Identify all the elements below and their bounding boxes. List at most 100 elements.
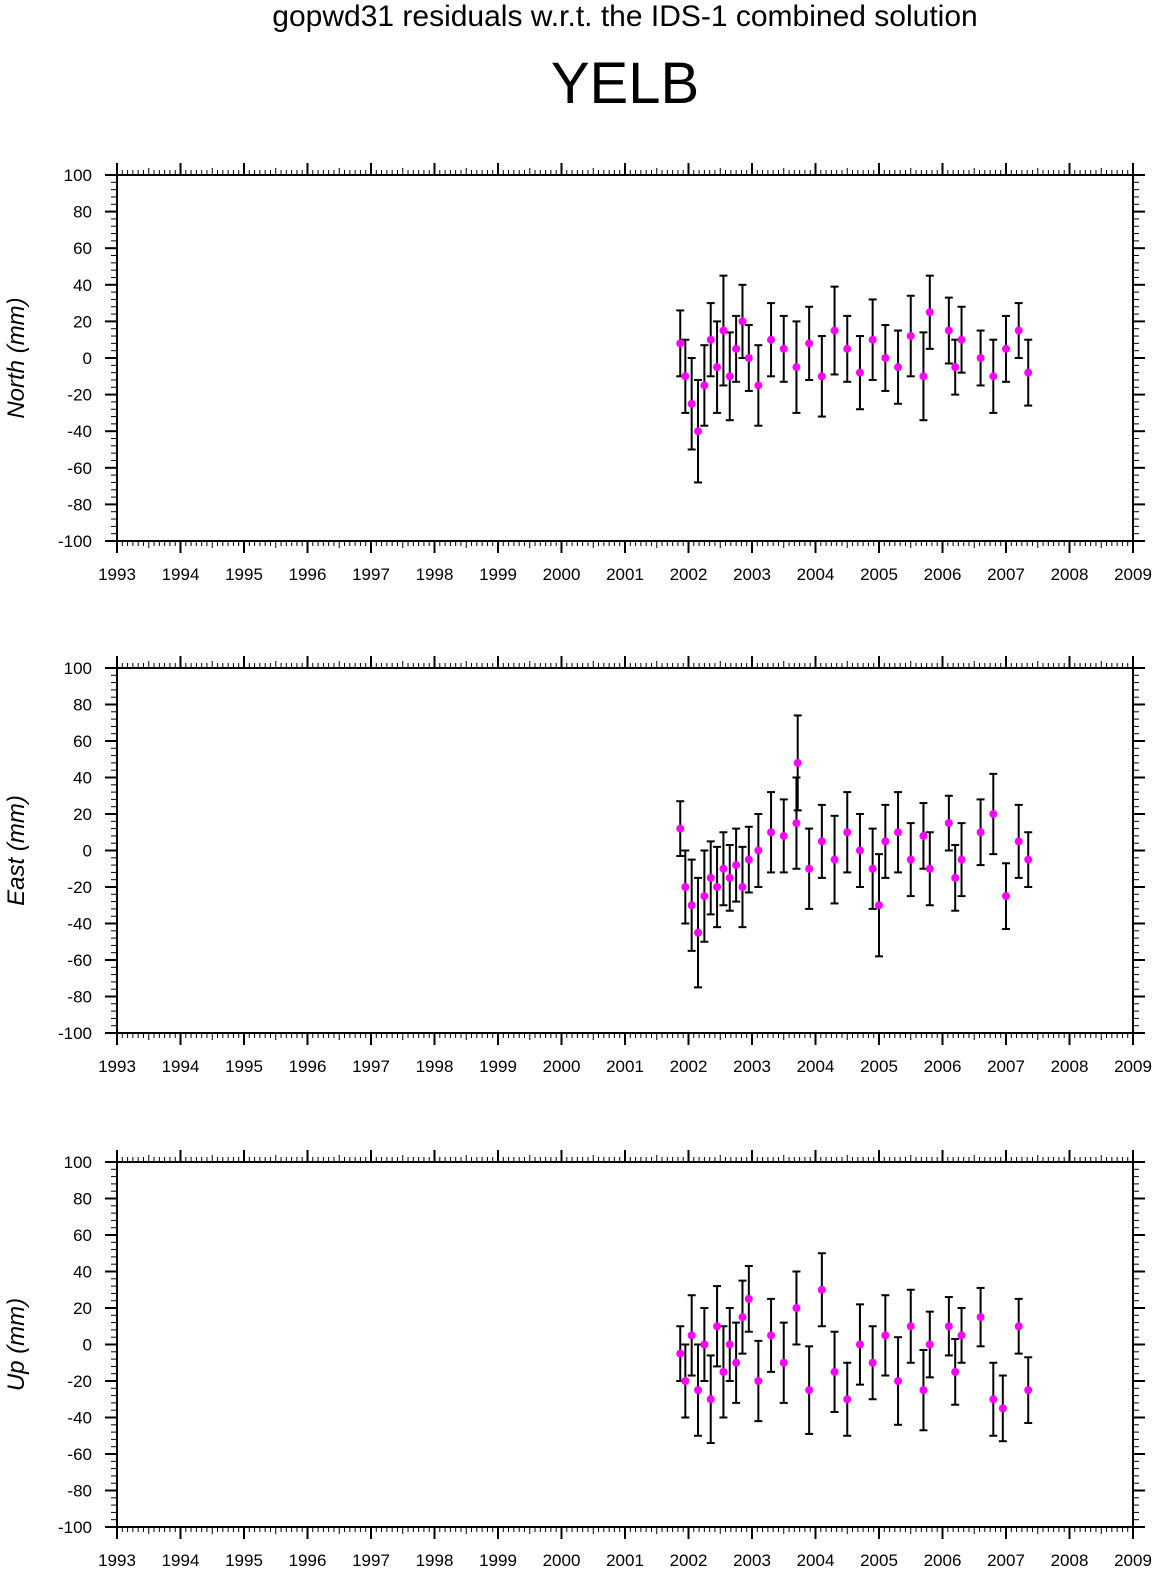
data-series-0 xyxy=(676,1252,1033,1445)
y-tick-label: -80 xyxy=(67,495,92,514)
data-point xyxy=(719,1367,728,1376)
x-tick-label: 1999 xyxy=(479,1551,517,1570)
data-point xyxy=(1002,344,1010,353)
data-point xyxy=(700,1340,709,1349)
chart-title: gopwd31 residuals w.r.t. the IDS-1 combi… xyxy=(272,0,978,33)
data-point xyxy=(744,1294,753,1303)
data-point xyxy=(676,824,685,833)
data-point xyxy=(957,335,966,344)
data-point xyxy=(700,892,709,901)
x-tick-label: 1996 xyxy=(289,1551,327,1570)
data-point xyxy=(754,381,763,390)
data-point xyxy=(1002,892,1010,901)
data-point xyxy=(1024,1386,1033,1395)
data-point xyxy=(767,1331,776,1340)
y-tick-label: 20 xyxy=(73,805,92,824)
data-point xyxy=(767,828,776,837)
data-point xyxy=(957,855,966,864)
x-tick-label: 1999 xyxy=(479,1057,517,1076)
x-tick-label: 2003 xyxy=(733,565,771,584)
data-series-0 xyxy=(676,274,1033,484)
station-name: YELB xyxy=(550,51,700,116)
data-point xyxy=(805,1386,814,1395)
x-tick-label: 1994 xyxy=(162,565,200,584)
data-point xyxy=(925,308,934,317)
data-point xyxy=(925,1340,934,1349)
y-tick-label: 40 xyxy=(73,276,92,295)
x-tick-label: 1998 xyxy=(416,1551,454,1570)
y-axis-label: East (mm) xyxy=(3,795,30,906)
data-point xyxy=(687,901,696,910)
y-tick-label: -100 xyxy=(58,1518,92,1537)
data-point xyxy=(681,1377,690,1385)
data-point xyxy=(779,831,788,840)
data-point xyxy=(957,1331,966,1340)
y-tick-label: 80 xyxy=(73,696,92,715)
data-point xyxy=(719,326,728,335)
data-point xyxy=(805,864,814,873)
y-tick-label: 80 xyxy=(73,203,92,222)
y-tick-label: 0 xyxy=(83,349,92,368)
data-point xyxy=(738,883,747,891)
x-tick-label: 2005 xyxy=(860,565,898,584)
data-point xyxy=(843,344,852,353)
data-point xyxy=(793,758,802,767)
x-tick-label: 1993 xyxy=(98,1057,136,1076)
x-tick-label: 2007 xyxy=(987,1551,1025,1570)
y-tick-label: 0 xyxy=(83,842,92,861)
x-tick-label: 1997 xyxy=(352,1551,390,1570)
y-tick-label: 40 xyxy=(73,1263,92,1282)
data-point xyxy=(855,368,864,377)
x-tick-label: 1994 xyxy=(162,1057,200,1076)
data-point xyxy=(976,1313,985,1322)
y-tick-label: -40 xyxy=(67,915,92,934)
x-tick-label: 2002 xyxy=(670,565,708,584)
y-tick-label: -20 xyxy=(67,1372,92,1391)
x-tick-label: 1993 xyxy=(98,565,136,584)
y-tick-label: 100 xyxy=(64,659,92,678)
x-tick-label: 2001 xyxy=(606,1551,644,1570)
data-point xyxy=(732,344,741,353)
data-point xyxy=(676,1349,685,1358)
data-point xyxy=(951,1367,960,1376)
x-tick-label: 2002 xyxy=(670,1551,708,1570)
data-point xyxy=(989,1395,998,1404)
x-tick-label: 2006 xyxy=(924,1551,962,1570)
data-point xyxy=(687,1331,696,1340)
data-point xyxy=(875,901,883,910)
data-point xyxy=(944,819,953,828)
x-tick-label: 2006 xyxy=(924,565,962,584)
y-tick-label: -20 xyxy=(67,878,92,897)
x-tick-label: 2004 xyxy=(797,565,835,584)
x-tick-label: 1999 xyxy=(479,565,517,584)
data-point xyxy=(1014,837,1023,846)
x-tick-label: 2008 xyxy=(1051,565,1089,584)
data-point xyxy=(976,354,985,362)
y-tick-label: -60 xyxy=(67,1445,92,1464)
data-point xyxy=(725,372,734,381)
data-point xyxy=(805,339,814,348)
data-point xyxy=(944,1322,953,1331)
x-tick-label: 2000 xyxy=(543,1551,581,1570)
data-point xyxy=(906,1322,915,1331)
data-point xyxy=(713,363,722,372)
data-point xyxy=(843,828,852,837)
y-tick-label: 100 xyxy=(64,1153,92,1172)
x-tick-label: 2003 xyxy=(733,1551,771,1570)
data-point xyxy=(694,1386,703,1395)
x-tick-label: 2008 xyxy=(1051,1551,1089,1570)
x-tick-label: 1997 xyxy=(352,1057,390,1076)
y-tick-label: 60 xyxy=(73,732,92,751)
data-point xyxy=(725,873,734,882)
data-series-0 xyxy=(676,714,1033,989)
data-point xyxy=(894,828,903,837)
data-point xyxy=(951,873,960,882)
x-tick-label: 1996 xyxy=(289,1057,327,1076)
x-tick-label: 2007 xyxy=(987,1057,1025,1076)
x-tick-label: 2001 xyxy=(606,1057,644,1076)
data-point xyxy=(998,1404,1007,1413)
x-tick-label: 2004 xyxy=(797,1057,835,1076)
data-point xyxy=(1014,1322,1023,1331)
data-point xyxy=(676,339,685,348)
data-point xyxy=(951,363,960,372)
